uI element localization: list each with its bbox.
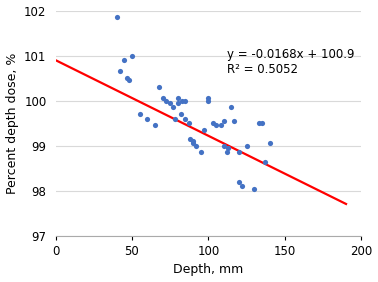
Point (178, 112, 184, 116)
Point (225, 146, 231, 150)
Point (163, 98, 169, 103)
Point (236, 180, 242, 184)
Point (167, 101, 173, 105)
Point (239, 184, 245, 189)
Point (256, 121, 262, 125)
Point (213, 123, 219, 128)
Point (190, 141, 196, 146)
Point (170, 105, 176, 110)
Point (193, 144, 199, 148)
Point (126, 78, 132, 83)
Point (224, 150, 230, 155)
Point (262, 159, 268, 164)
Point (183, 116, 189, 121)
Point (124, 76, 130, 80)
Point (175, 96, 181, 101)
Point (129, 53, 135, 58)
Point (228, 105, 234, 110)
Point (187, 137, 193, 141)
Point (152, 123, 158, 128)
Point (114, 15, 120, 19)
Point (236, 150, 242, 155)
Point (205, 98, 211, 103)
Point (221, 119, 227, 123)
Point (266, 141, 273, 146)
Point (172, 116, 178, 121)
Point (175, 101, 181, 105)
Text: y = -0.0168x + 100.9
R² = 0.5052: y = -0.0168x + 100.9 R² = 0.5052 (227, 48, 354, 76)
Point (186, 121, 192, 125)
Point (210, 121, 216, 125)
Point (205, 96, 211, 101)
Point (180, 98, 186, 103)
Point (160, 96, 166, 101)
Point (259, 121, 265, 125)
Point (121, 58, 127, 62)
Point (221, 144, 227, 148)
Point (218, 123, 224, 128)
Point (136, 112, 143, 116)
Point (201, 128, 207, 132)
Point (251, 186, 257, 191)
Point (144, 116, 150, 121)
Y-axis label: Percent depth dose, %: Percent depth dose, % (6, 52, 19, 194)
Point (117, 69, 123, 74)
Point (243, 144, 249, 148)
Point (231, 119, 237, 123)
X-axis label: Depth, mm: Depth, mm (173, 263, 243, 276)
Point (156, 85, 163, 89)
Point (198, 150, 204, 155)
Point (183, 98, 189, 103)
Point (190, 139, 196, 144)
